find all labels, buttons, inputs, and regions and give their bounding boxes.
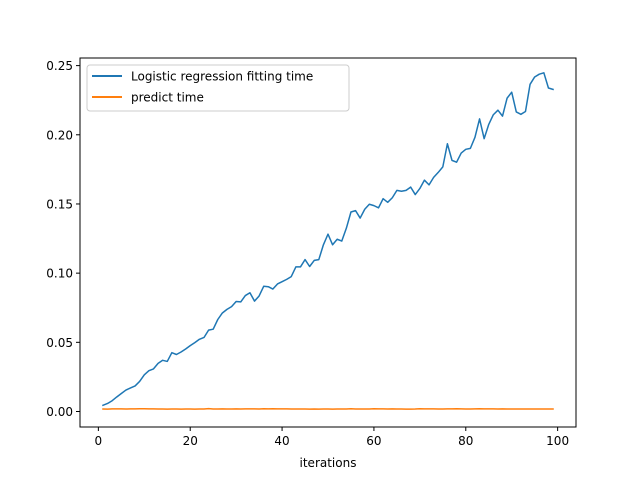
x-tick-label: 20 — [183, 434, 198, 448]
x-tick-label: 80 — [458, 434, 473, 448]
x-tick-label: 40 — [274, 434, 289, 448]
legend: Logistic regression fitting time predict… — [86, 64, 350, 112]
y-tick-label: 0.00 — [46, 405, 73, 419]
x-tick-label: 0 — [95, 434, 103, 448]
series-line-1 — [102, 407, 554, 410]
y-tick-label: 0.25 — [46, 59, 73, 73]
legend-label-predict-time: predict time — [131, 91, 204, 105]
x-tick-label: 60 — [366, 434, 381, 448]
plot-area — [80, 58, 576, 427]
legend-box — [86, 64, 350, 112]
y-tick-label: 0.15 — [46, 197, 73, 211]
x-axis-label: iterations — [300, 456, 357, 470]
series-line-0 — [101, 72, 554, 407]
axes-layer — [79, 57, 577, 428]
y-tick-label: 0.10 — [46, 267, 73, 281]
legend-label-fitting-time: Logistic regression fitting time — [131, 70, 313, 84]
x-axis-ticks: 0 20 40 60 80 100 — [95, 427, 569, 448]
y-axis-ticks: 0.00 0.05 0.10 0.15 0.20 0.25 — [46, 59, 80, 419]
y-tick-label: 0.05 — [46, 336, 73, 350]
x-tick-label: 100 — [546, 434, 569, 448]
axes-frame — [79, 57, 577, 428]
series-layer — [101, 72, 554, 410]
y-tick-label: 0.20 — [46, 128, 73, 142]
